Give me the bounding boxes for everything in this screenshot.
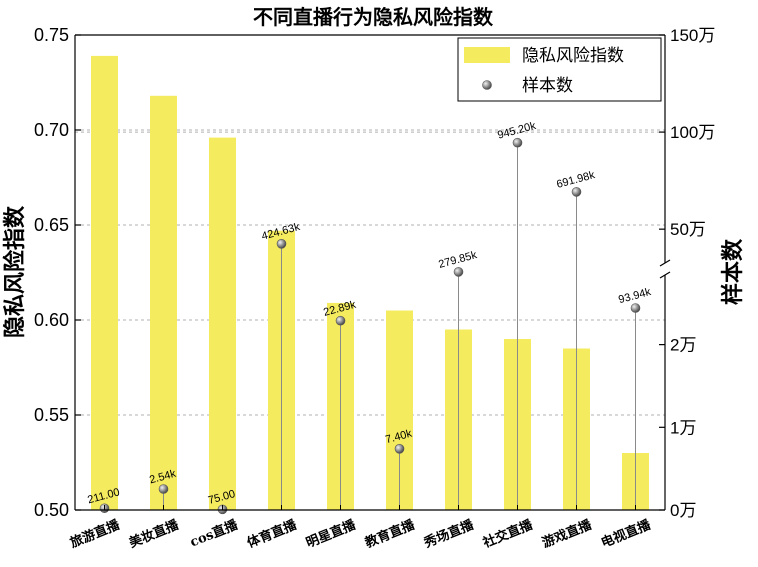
sample-point xyxy=(512,137,523,148)
legend-label: 样本数 xyxy=(522,76,573,96)
risk-bar xyxy=(91,55,118,511)
y-tick-label: 0.55 xyxy=(34,405,69,425)
x-tick-label: 电视直播 xyxy=(599,517,654,552)
x-tick-label: 游戏直播 xyxy=(540,517,595,552)
sample-point xyxy=(335,315,346,326)
x-tick-label: 秀场直播 xyxy=(421,517,477,552)
x-tick-label: 体育直播 xyxy=(245,517,300,552)
y2-tick-label: 1万 xyxy=(670,418,696,437)
y-tick-label: 0.70 xyxy=(34,120,69,140)
y2-axis-title: 样本数 xyxy=(720,238,746,305)
y2-tick-label: 150万 xyxy=(670,26,715,45)
sample-point xyxy=(158,484,169,494)
sample-point xyxy=(453,267,464,277)
x-tick-label: 美妆直播 xyxy=(127,517,182,552)
chart-title: 不同直播行为隐私风险指数 xyxy=(253,5,494,29)
y-tick-label: 0.65 xyxy=(34,215,69,235)
sample-point xyxy=(276,239,287,249)
x-tick-label: 明星直播 xyxy=(304,517,359,552)
legend-swatch-point xyxy=(482,80,492,90)
y-tick-label: 0.50 xyxy=(34,500,69,520)
y-tick-label: 0.75 xyxy=(34,25,69,45)
y2-tick-label: 100万 xyxy=(670,123,715,142)
sample-point xyxy=(394,444,405,454)
x-tick-label: 教育直播 xyxy=(362,517,418,552)
y2-tick-label: 50万 xyxy=(670,220,706,239)
risk-bar xyxy=(209,137,236,510)
x-tick-label: cos直播 xyxy=(188,516,241,550)
x-tick-label: 旅游直播 xyxy=(68,517,123,552)
bars-layer xyxy=(91,55,649,511)
sample-point xyxy=(571,187,582,197)
y2-tick-label: 2万 xyxy=(670,336,696,355)
y-tick-label: 0.60 xyxy=(34,310,69,330)
legend-label: 隐私风险指数 xyxy=(522,46,624,66)
y-axis-title: 隐私风险指数 xyxy=(2,205,28,338)
legend-swatch-bar xyxy=(464,47,510,63)
risk-bar xyxy=(150,95,177,511)
y2-tick-label: 0万 xyxy=(670,501,696,520)
sample-point xyxy=(630,303,641,313)
axis-break-mark xyxy=(659,259,671,267)
sample-data-label: 93.94k xyxy=(617,286,652,306)
legend-box xyxy=(457,37,662,102)
x-tick-label: 社交直播 xyxy=(480,517,536,552)
axis-break-mark xyxy=(659,271,671,279)
